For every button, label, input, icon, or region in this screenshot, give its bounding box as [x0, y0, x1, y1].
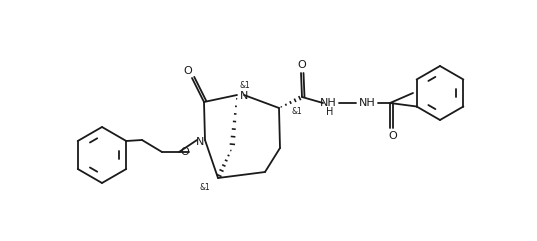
Text: &1: &1 [240, 81, 251, 91]
Text: &1: &1 [200, 183, 211, 193]
Text: N: N [195, 137, 204, 147]
Text: NH: NH [359, 98, 375, 108]
Text: O: O [389, 131, 397, 141]
Text: O: O [184, 66, 192, 76]
Text: N: N [240, 91, 249, 101]
Text: O: O [297, 60, 307, 70]
Text: NH: NH [320, 98, 336, 108]
Text: O: O [180, 147, 190, 157]
Text: H: H [326, 107, 333, 117]
Text: &1: &1 [291, 107, 302, 115]
